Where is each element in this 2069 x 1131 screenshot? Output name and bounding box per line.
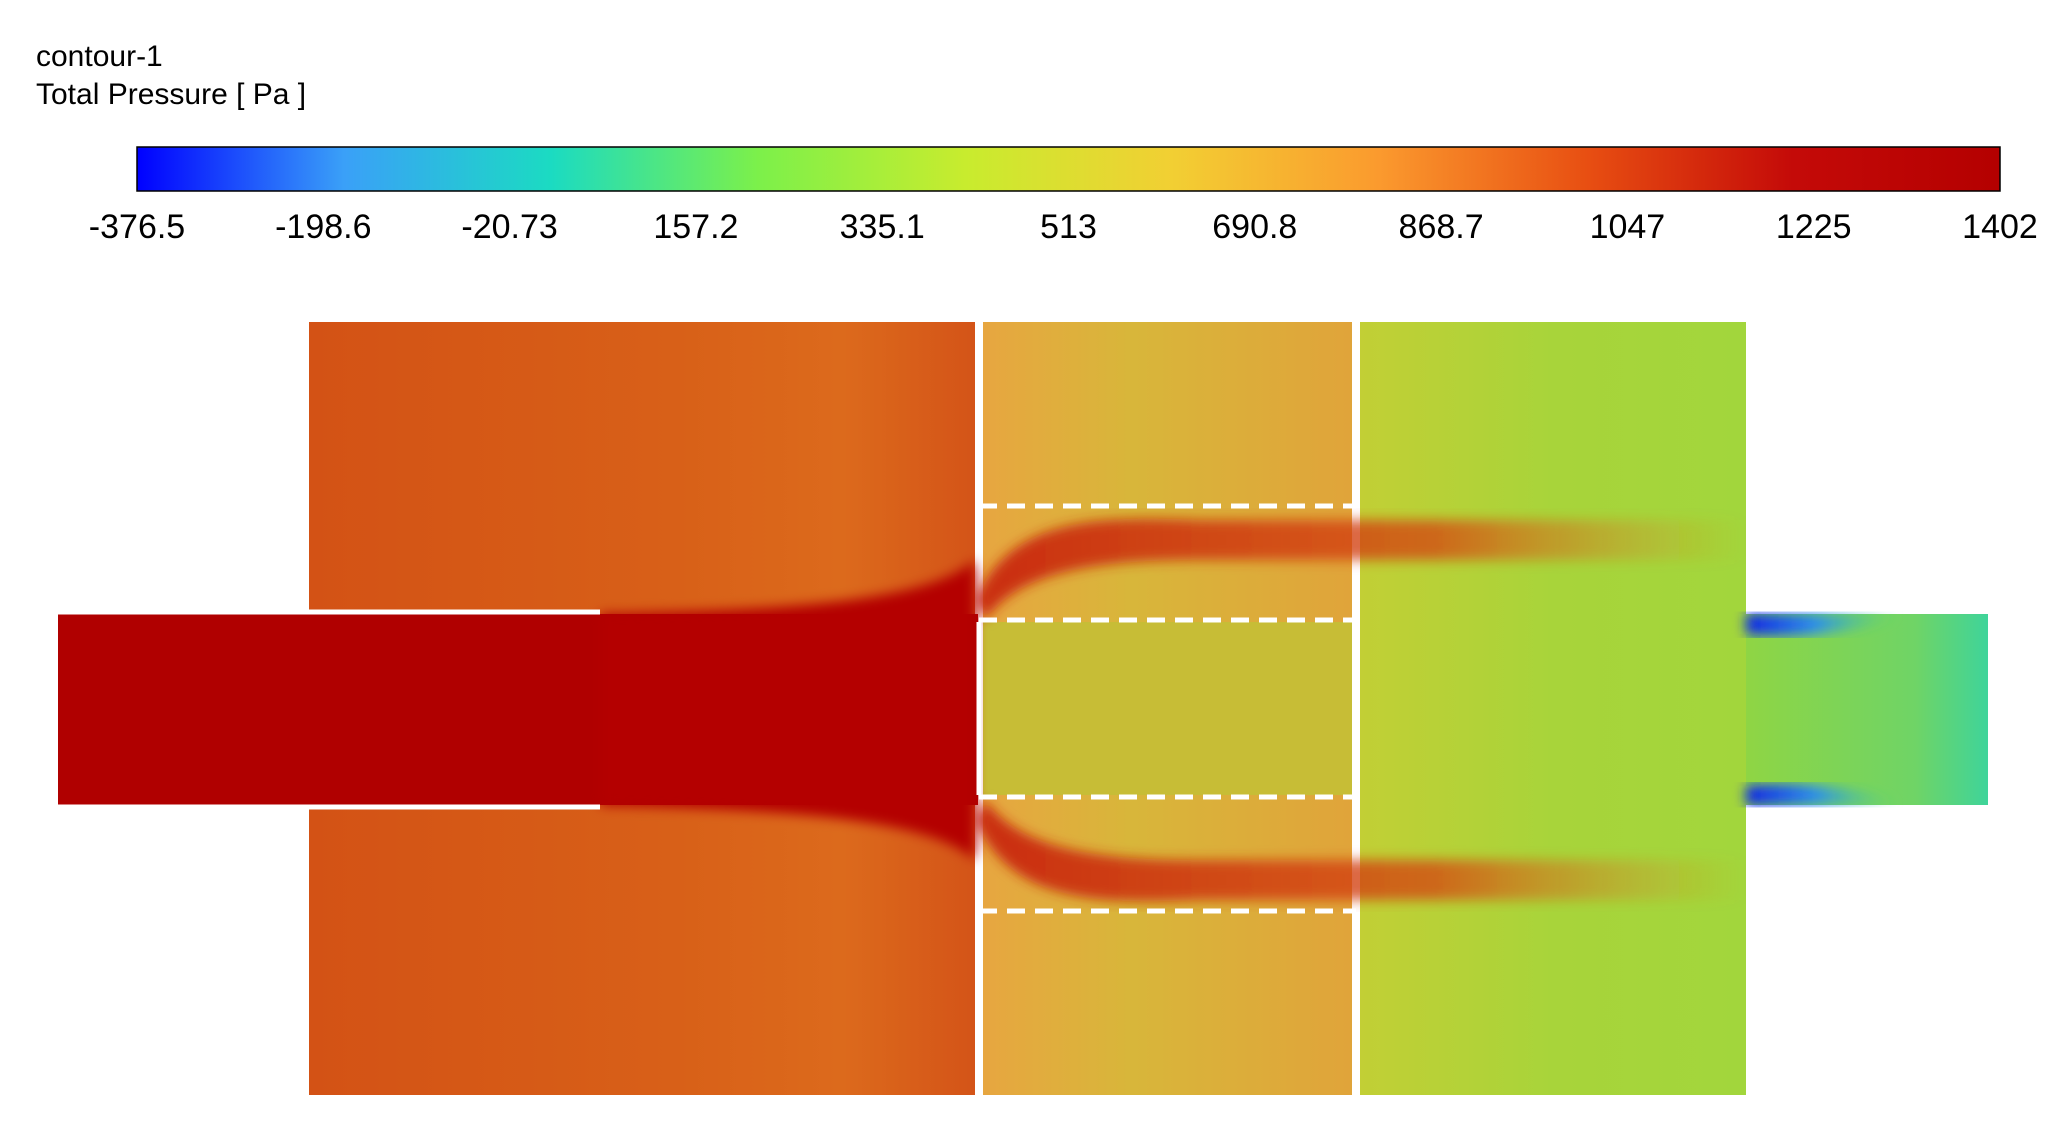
inlet-jet-expansion [600,560,975,860]
colorbar-legend: -376.5 -198.6 -20.73 157.2 335.1 513 690.8 868.… [89,146,2038,246]
outlet-upper-vortex [1746,614,1900,636]
colorbar-tick-label: 868.7 [1399,208,1484,246]
upper-jet [975,518,1746,620]
colorbar-tick-label: -20.73 [461,208,557,246]
outlet-lower-vortex [1746,784,1900,805]
variable-label: Total Pressure [ Pa ] [36,78,307,111]
colorbar-tick-label: 1402 [1962,208,2038,246]
perforated-baffles [979,503,1356,914]
colorbar-tick-label: 1047 [1590,208,1666,246]
chart-title: contour-1 [36,40,163,73]
colorbar-tick-label: -198.6 [275,208,371,246]
baffle-core [983,622,1352,795]
colorbar-tick-label: -376.5 [89,208,185,246]
colorbar [136,146,2001,192]
colorbar-tick-label: 335.1 [840,208,925,246]
outlet-pipe [1746,614,1988,805]
walls [58,322,1359,1095]
title-block: contour-1 Total Pressure [ Pa ] [36,38,306,114]
colorbar-tick-label: 690.8 [1212,208,1297,246]
colorbar-tick-label: 513 [1040,208,1097,246]
colorbar-tick-label: 157.2 [653,208,738,246]
lower-jet [975,800,1746,902]
third-chamber [1360,322,1746,1095]
colorbar-tick-label: 1225 [1776,208,1852,246]
colorbar-ticks: -376.5 -198.6 -20.73 157.2 335.1 513 690.8 868.… [89,208,2038,246]
